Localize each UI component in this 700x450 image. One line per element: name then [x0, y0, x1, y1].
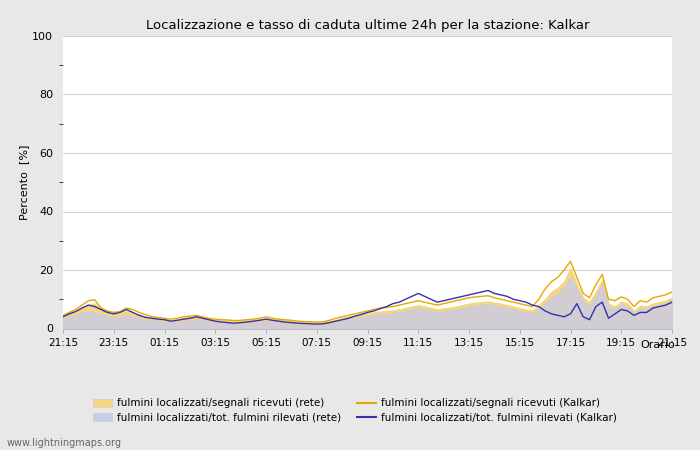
Legend: fulmini localizzati/segnali ricevuti (rete), fulmini localizzati/tot. fulmini ri: fulmini localizzati/segnali ricevuti (re…: [89, 394, 621, 427]
Text: Orario: Orario: [640, 340, 676, 350]
Text: www.lightningmaps.org: www.lightningmaps.org: [7, 438, 122, 448]
Y-axis label: Percento  [%]: Percento [%]: [20, 144, 29, 220]
Title: Localizzazione e tasso di caduta ultime 24h per la stazione: Kalkar: Localizzazione e tasso di caduta ultime …: [146, 19, 589, 32]
